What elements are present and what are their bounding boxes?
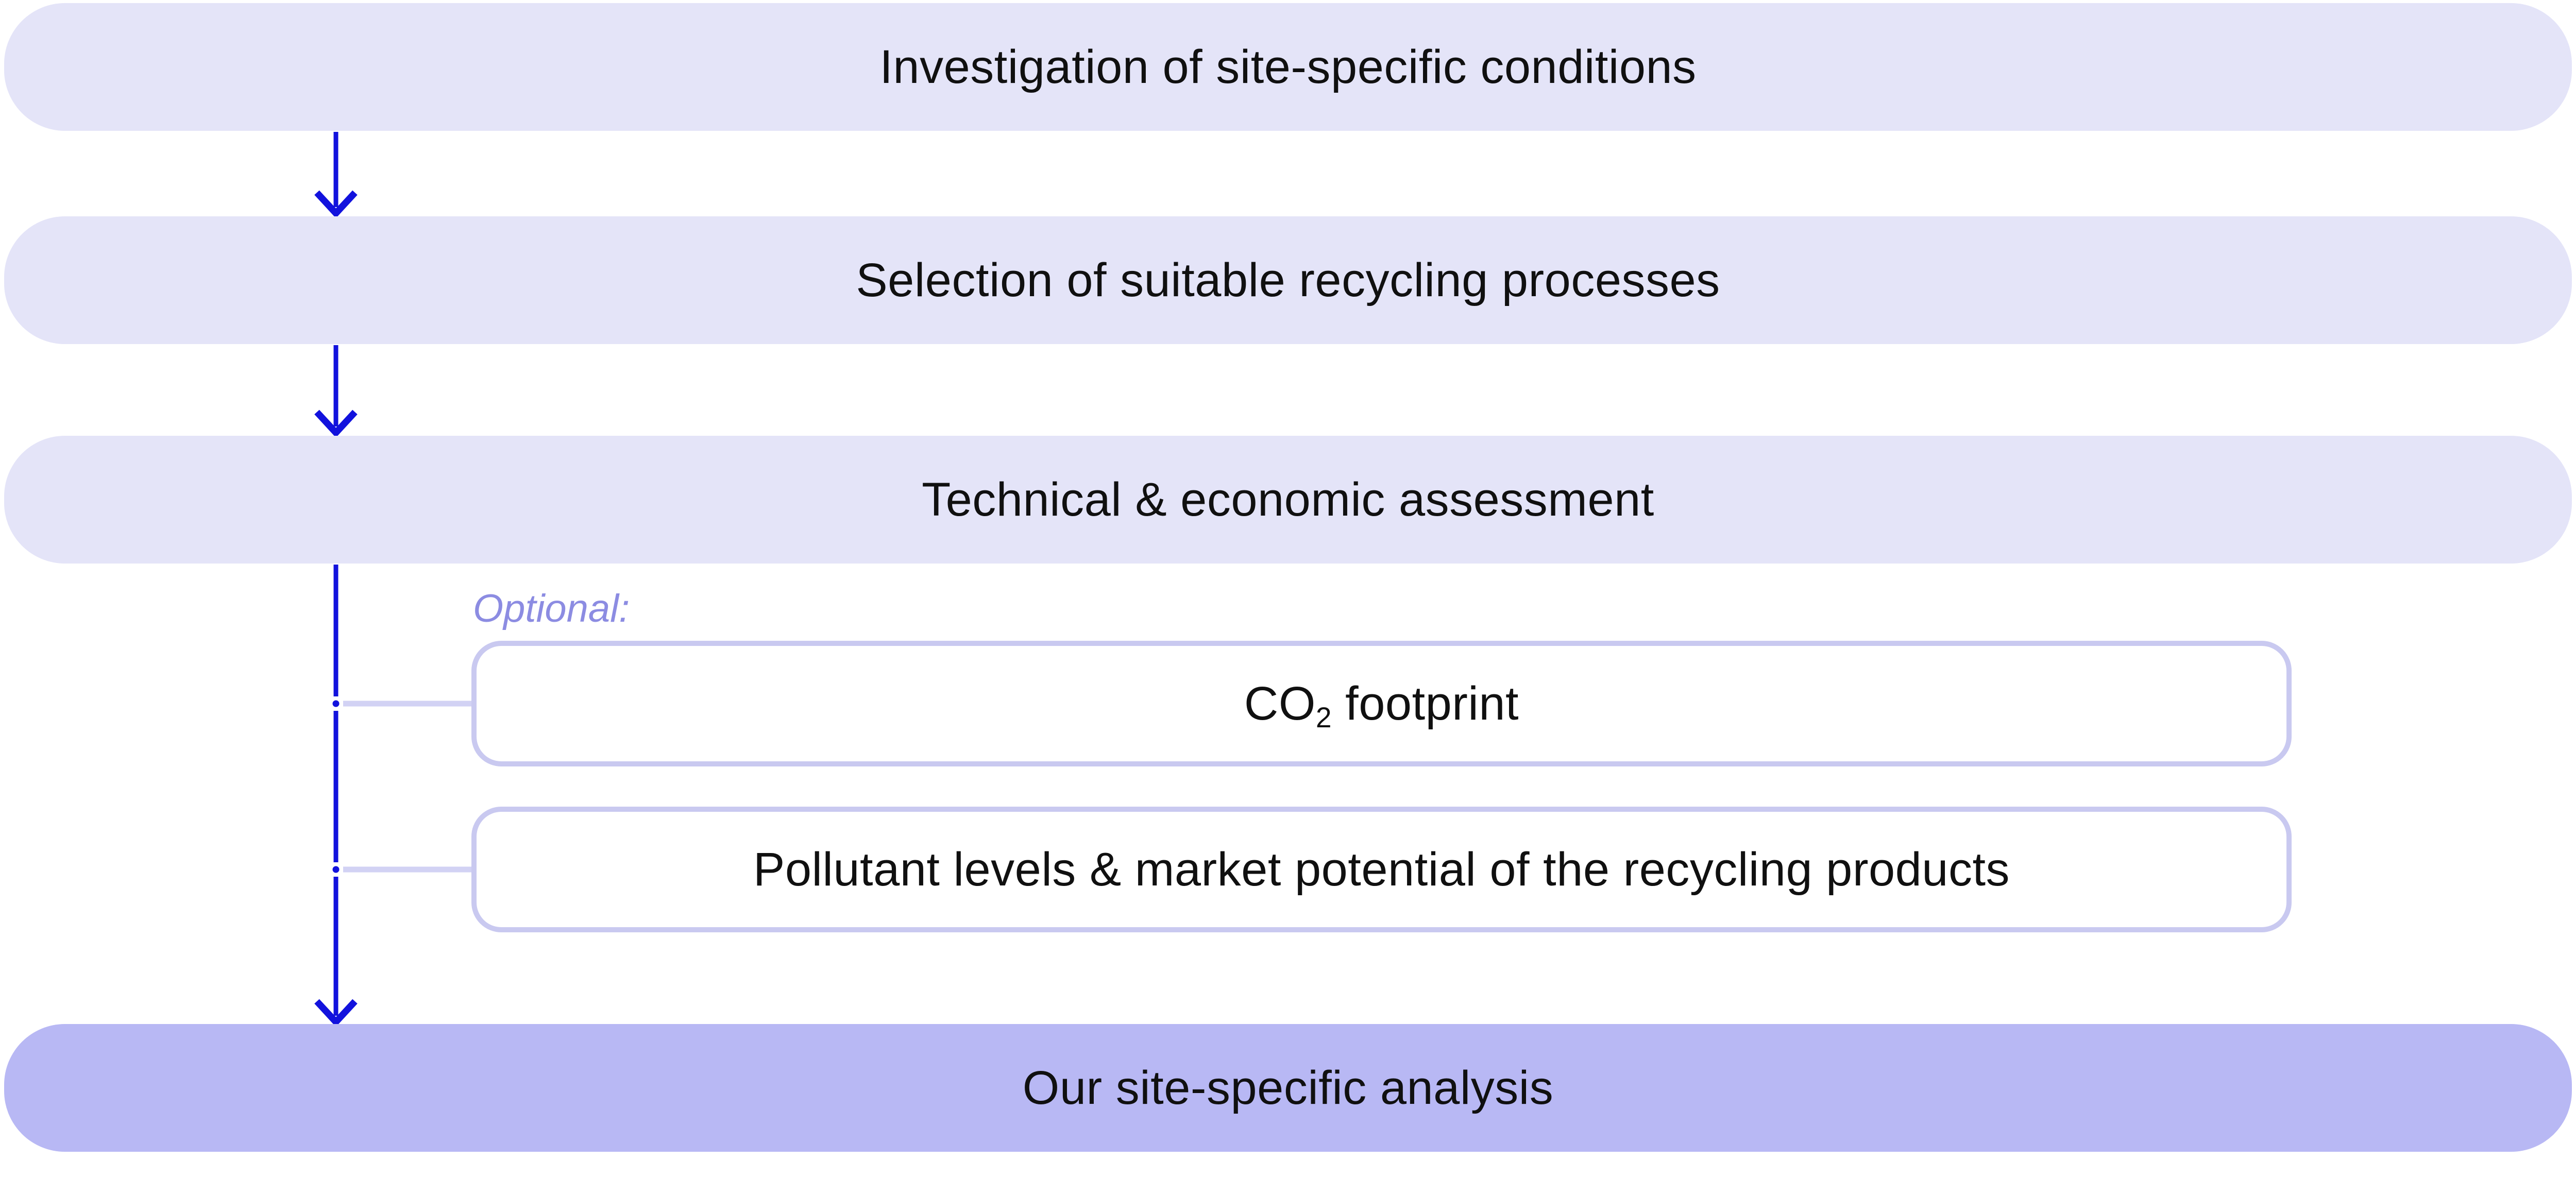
co2-suffix: footprint xyxy=(1332,677,1519,730)
down-arrow-3-icon xyxy=(314,565,358,1027)
step-investigation: Investigation of site-specific condition… xyxy=(4,3,2572,131)
step-selection: Selection of suitable recycling processe… xyxy=(4,216,2572,344)
down-arrow-2-icon xyxy=(314,345,358,438)
junction-dot-pollutant xyxy=(332,866,340,873)
co2-prefix: CO xyxy=(1244,677,1316,730)
junction-dot-co2 xyxy=(332,700,340,707)
down-arrow-1-icon xyxy=(314,132,358,218)
step-selection-label: Selection of suitable recycling processe… xyxy=(856,253,1720,306)
step-investigation-label: Investigation of site-specific condition… xyxy=(879,40,1697,93)
step-assessment-label: Technical & economic assessment xyxy=(922,473,1654,526)
pollutant-levels-label: Pollutant levels & market potential of t… xyxy=(753,843,2010,896)
optional-card-pollutant-levels: Pollutant levels & market potential of t… xyxy=(471,807,2292,932)
co2-subscript: 2 xyxy=(1315,701,1332,734)
co2-footprint-label: CO2 footprint xyxy=(1244,677,1519,734)
optional-label: Optional: xyxy=(473,587,630,630)
step-final-analysis: Our site-specific analysis xyxy=(4,1024,2572,1152)
step-final-analysis-label: Our site-specific analysis xyxy=(1022,1061,1554,1114)
step-assessment: Technical & economic assessment xyxy=(4,436,2572,564)
optional-card-co2-footprint: CO2 footprint xyxy=(471,641,2292,766)
